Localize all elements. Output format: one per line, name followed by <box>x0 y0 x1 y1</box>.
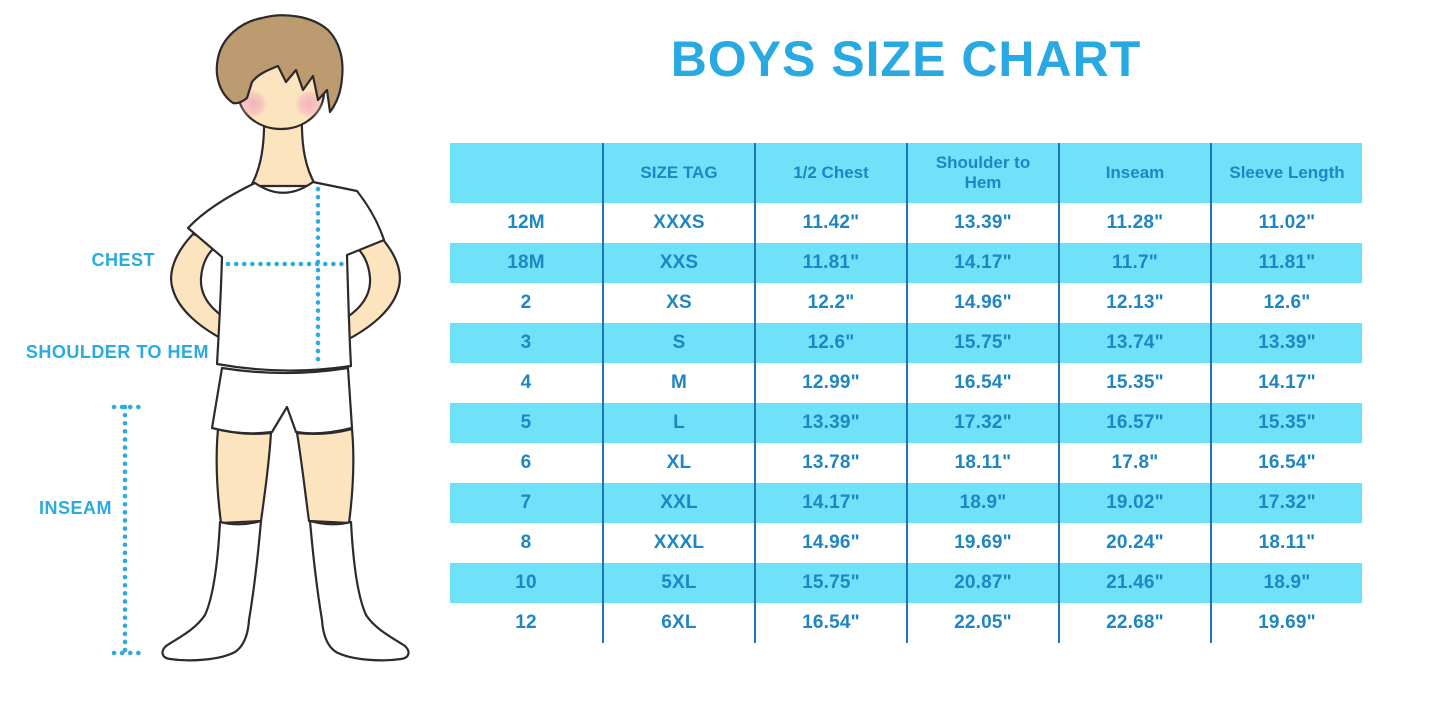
table-cell: 11.7" <box>1058 243 1210 283</box>
table-cell: XXS <box>602 243 754 283</box>
table-cell: 18.9" <box>1210 563 1362 603</box>
table-cell: 13.39" <box>906 203 1058 243</box>
table-cell: 12.13" <box>1058 283 1210 323</box>
table-row: 3 S 12.6" 15.75" 13.74" 13.39" <box>450 323 1362 363</box>
table-cell: 11.02" <box>1210 203 1362 243</box>
column-header: Shoulder to Hem <box>906 143 1058 203</box>
table-header-row: SIZE TAG 1/2 Chest Shoulder to Hem Inseam Sl… <box>450 143 1362 203</box>
page-title: BOYS SIZE CHART <box>670 31 1142 87</box>
table-cell: 20.24" <box>1058 523 1210 563</box>
leg-left <box>215 427 273 525</box>
table-cell: 21.46" <box>1058 563 1210 603</box>
column-header: 1/2 Chest <box>754 143 906 203</box>
table-row: 10 5XL 15.75" 20.87" 21.46" 18.9" <box>450 563 1362 603</box>
table-cell: 14.96" <box>906 283 1058 323</box>
table-cell: 4 <box>520 372 532 393</box>
column-header: Sleeve Length <box>1210 143 1362 203</box>
table-cell: XXXL <box>602 523 754 563</box>
column-header <box>450 143 602 203</box>
chest-label: CHEST <box>91 250 155 270</box>
table-cell: XL <box>602 443 754 483</box>
table-cell: 12 <box>515 612 537 633</box>
table-cell: 19.69" <box>906 523 1058 563</box>
table-cell: XS <box>602 283 754 323</box>
table-cell: 18M <box>450 243 602 283</box>
table-cell: 11.42" <box>754 203 906 243</box>
table-cell: 11.81" <box>1210 243 1362 283</box>
table-cell: 17.32" <box>906 403 1058 443</box>
table-cell: 16.54" <box>754 603 906 643</box>
column-header: SIZE TAG <box>602 143 754 203</box>
table-row: 2 XS 12.2" 14.96" 12.13" 12.6" <box>450 283 1362 323</box>
table-cell: 18.9" <box>906 483 1058 523</box>
table-cell: 8 <box>520 532 532 553</box>
table-cell: 18.11" <box>906 443 1058 483</box>
inseam-label: INSEAM <box>38 498 112 518</box>
table-cell: 12.6" <box>1210 283 1362 323</box>
sock-right <box>308 519 410 662</box>
boy-illustration <box>111 14 410 662</box>
cheek-right-icon <box>295 90 323 118</box>
table-cell: 2 <box>520 292 532 313</box>
table-cell: 18.11" <box>1210 523 1362 563</box>
table-cell: 5 <box>450 403 602 443</box>
table-cell: 11.81" <box>754 243 906 283</box>
table-cell: 16.54" <box>906 363 1058 403</box>
sock-left <box>161 519 263 662</box>
table-row: 12M XXXS 11.42" 13.39" 11.28" 11.02" <box>450 203 1362 243</box>
table-row: 7 XXL 14.17" 18.9" 19.02" 17.32" <box>450 483 1362 523</box>
table-cell: 6 <box>520 452 532 473</box>
table-cell: 5XL <box>602 563 754 603</box>
table-cell: 16.57" <box>1058 403 1210 443</box>
table-cell: 15.75" <box>906 323 1058 363</box>
table-cell: 7 <box>450 483 602 523</box>
table-cell: 12.6" <box>754 323 906 363</box>
table-cell: 14.17" <box>906 243 1058 283</box>
table-cell: 12M <box>507 212 545 233</box>
table-cell: 12.2" <box>754 283 906 323</box>
table-cell: 20.87" <box>906 563 1058 603</box>
table-row: 6 XL 13.78" 18.11" 17.8" 16.54" <box>450 443 1362 483</box>
shorts <box>210 366 354 435</box>
table-cell: 16.54" <box>1210 443 1362 483</box>
size-table: SIZE TAG 1/2 Chest Shoulder to Hem Inseam Sl… <box>450 143 1362 643</box>
table-cell: 13.39" <box>754 403 906 443</box>
hair <box>215 14 344 114</box>
table-cell: 14.17" <box>1210 363 1362 403</box>
column-header: Inseam <box>1058 143 1210 203</box>
table-row: 8 XXXL 14.96" 19.69" 20.24" 18.11" <box>450 523 1362 563</box>
table-cell: 22.05" <box>906 603 1058 643</box>
table-cell: 14.17" <box>754 483 906 523</box>
t-shirt <box>186 180 386 372</box>
table-cell: 13.74" <box>1058 323 1210 363</box>
table-cell: 15.35" <box>1058 363 1210 403</box>
table-cell: 17.32" <box>1210 483 1362 523</box>
table-row: 12 6XL 16.54" 22.05" 22.68" 19.69" <box>450 603 1362 643</box>
table-row: 18M XXS 11.81" 14.17" 11.7" 11.81" <box>450 243 1362 283</box>
leg-right <box>295 427 355 525</box>
table-cell: 22.68" <box>1058 603 1210 643</box>
table-cell: 17.8" <box>1058 443 1210 483</box>
table-cell: XXL <box>602 483 754 523</box>
table-cell: XXXS <box>602 203 754 243</box>
table-cell: 12.99" <box>754 363 906 403</box>
table-cell: 15.75" <box>754 563 906 603</box>
table-cell: 11.28" <box>1058 203 1210 243</box>
table-cell: M <box>602 363 754 403</box>
table-cell: 10 <box>450 563 602 603</box>
table-row: 4 M 12.99" 16.54" 15.35" 14.17" <box>450 363 1362 403</box>
table-cell: 19.69" <box>1210 603 1362 643</box>
table-cell: 13.78" <box>754 443 906 483</box>
table-cell: S <box>602 323 754 363</box>
table-cell: 14.96" <box>754 523 906 563</box>
table-cell: 15.35" <box>1210 403 1362 443</box>
table-cell: L <box>602 403 754 443</box>
table-cell: 13.39" <box>1210 323 1362 363</box>
table-cell: 19.02" <box>1058 483 1210 523</box>
shoulder-to-hem-label: SHOULDER TO HEM <box>25 342 209 362</box>
table-row: 5 L 13.39" 17.32" 16.57" 15.35" <box>450 403 1362 443</box>
table-cell: 6XL <box>602 603 754 643</box>
table-cell: 3 <box>450 323 602 363</box>
